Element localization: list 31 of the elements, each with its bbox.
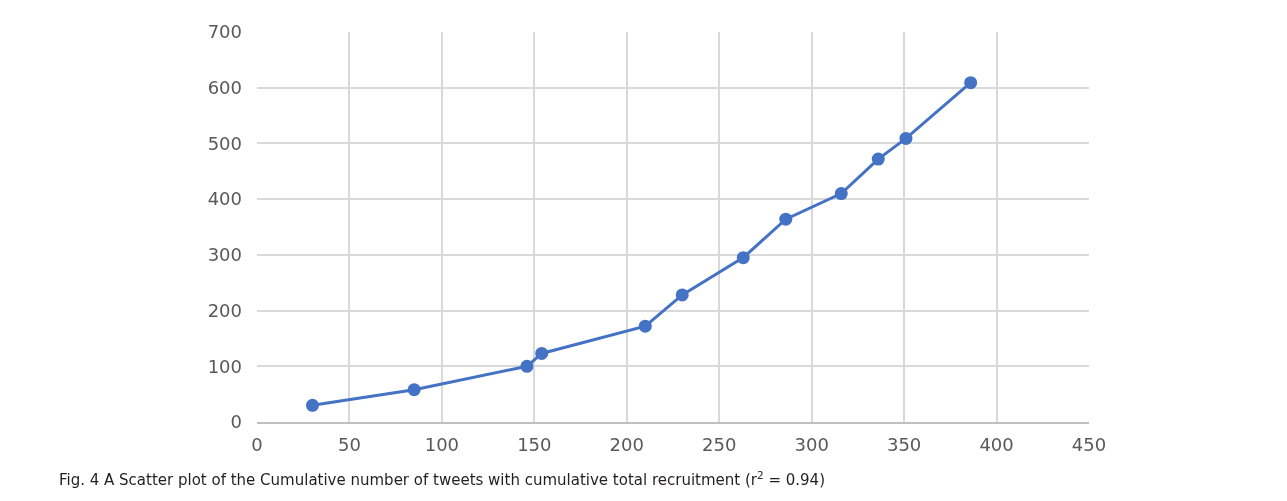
point: [964, 76, 978, 90]
x-tick-label: 250: [702, 434, 737, 456]
y-tick-label: 0: [230, 411, 242, 433]
y-tick-label: 700: [207, 21, 242, 43]
x-tick-label: 100: [424, 434, 460, 456]
x-tick-label: 200: [609, 434, 644, 456]
y-tick-label: 600: [207, 77, 242, 99]
point: [736, 251, 750, 265]
y-tick-label: 500: [207, 132, 242, 154]
point: [407, 383, 421, 397]
point: [779, 212, 793, 226]
point: [520, 359, 534, 373]
x-tick-label: 150: [517, 434, 552, 456]
x-tick-label: 400: [979, 434, 1014, 456]
x-tick-label: 0: [251, 434, 263, 456]
point: [638, 319, 652, 333]
x-tick-label: 50: [337, 434, 361, 456]
x-tick-label: 350: [886, 434, 922, 456]
y-tick-label: 400: [207, 188, 242, 210]
point: [675, 288, 689, 302]
y-tick-label: 100: [207, 355, 242, 377]
x-tick-label: 300: [794, 434, 829, 456]
point: [535, 346, 549, 360]
y-tick-label: 300: [207, 244, 242, 266]
caption: Fig. 4 A Scatter plot of the Cumulative number of tweets with cumulative total recruitment (r$^{2}$ = 0.94): [59, 469, 826, 490]
point: [834, 187, 848, 201]
point: [899, 131, 913, 145]
x-tick-label: 450: [1071, 434, 1107, 456]
y-tick-label: 200: [207, 299, 242, 321]
point: [305, 398, 319, 412]
point: [871, 152, 885, 166]
